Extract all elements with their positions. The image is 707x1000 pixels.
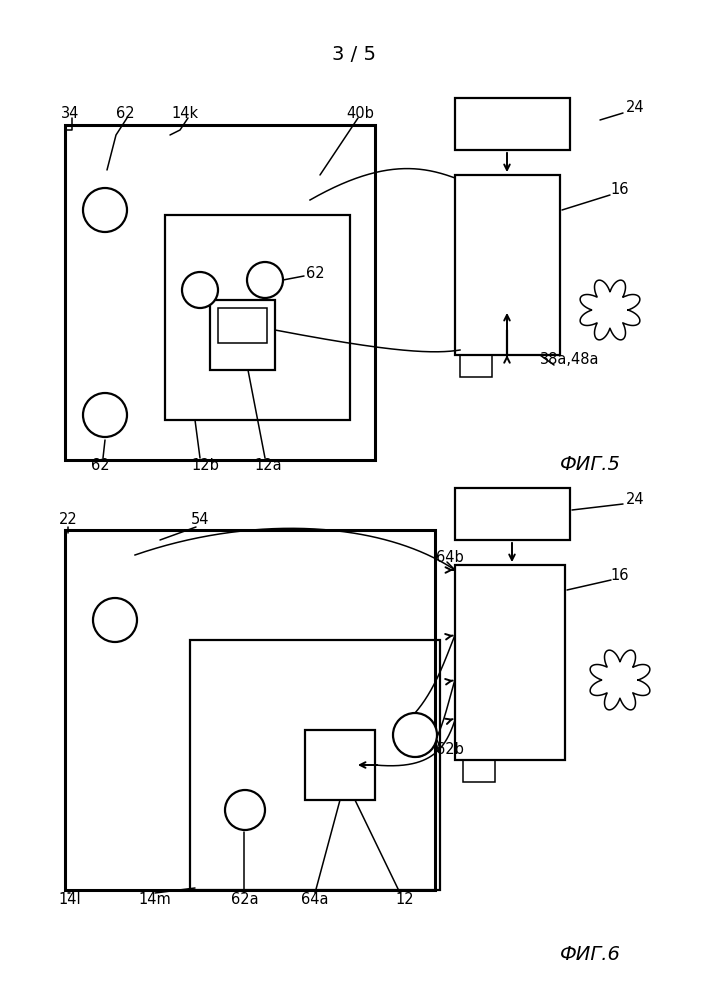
Ellipse shape xyxy=(247,262,283,298)
Text: 64b: 64b xyxy=(436,550,464,564)
Text: 62b: 62b xyxy=(436,742,464,758)
Text: 54: 54 xyxy=(191,512,209,528)
Bar xyxy=(65,530,435,890)
Text: ФИГ.6: ФИГ.6 xyxy=(559,946,621,964)
Ellipse shape xyxy=(83,393,127,437)
Bar xyxy=(65,125,375,460)
Text: ФИГ.5: ФИГ.5 xyxy=(559,456,621,475)
Text: 62a: 62a xyxy=(231,892,259,908)
Text: 12: 12 xyxy=(396,892,414,908)
Ellipse shape xyxy=(93,598,137,642)
Text: 16: 16 xyxy=(611,568,629,582)
Text: 38a,48a: 38a,48a xyxy=(540,353,600,367)
Bar xyxy=(455,565,565,760)
Bar xyxy=(218,308,267,343)
Text: 40b: 40b xyxy=(346,105,374,120)
Text: 24: 24 xyxy=(626,492,644,508)
Ellipse shape xyxy=(83,188,127,232)
Text: 16: 16 xyxy=(611,182,629,198)
Bar xyxy=(463,760,495,782)
Text: 62: 62 xyxy=(116,105,134,120)
Text: 14k: 14k xyxy=(171,105,199,120)
Text: 62: 62 xyxy=(90,458,110,473)
Text: 14m: 14m xyxy=(139,892,171,908)
Ellipse shape xyxy=(225,790,265,830)
Text: 12b: 12b xyxy=(191,458,219,473)
Ellipse shape xyxy=(182,272,218,308)
Bar xyxy=(165,215,350,420)
Bar xyxy=(210,300,275,370)
Text: 24: 24 xyxy=(626,101,644,115)
Bar xyxy=(455,98,570,150)
Bar xyxy=(190,640,440,890)
Bar xyxy=(455,488,570,540)
Bar xyxy=(460,355,492,377)
Ellipse shape xyxy=(393,713,437,757)
Text: 12a: 12a xyxy=(255,458,282,473)
Bar xyxy=(455,175,560,355)
Text: 62: 62 xyxy=(305,265,325,280)
Text: 64a: 64a xyxy=(301,892,329,908)
Text: 3 / 5: 3 / 5 xyxy=(332,45,376,64)
Bar xyxy=(305,730,375,800)
Text: 14l: 14l xyxy=(59,892,81,908)
Text: 22: 22 xyxy=(59,512,77,528)
Text: 34: 34 xyxy=(61,105,79,120)
